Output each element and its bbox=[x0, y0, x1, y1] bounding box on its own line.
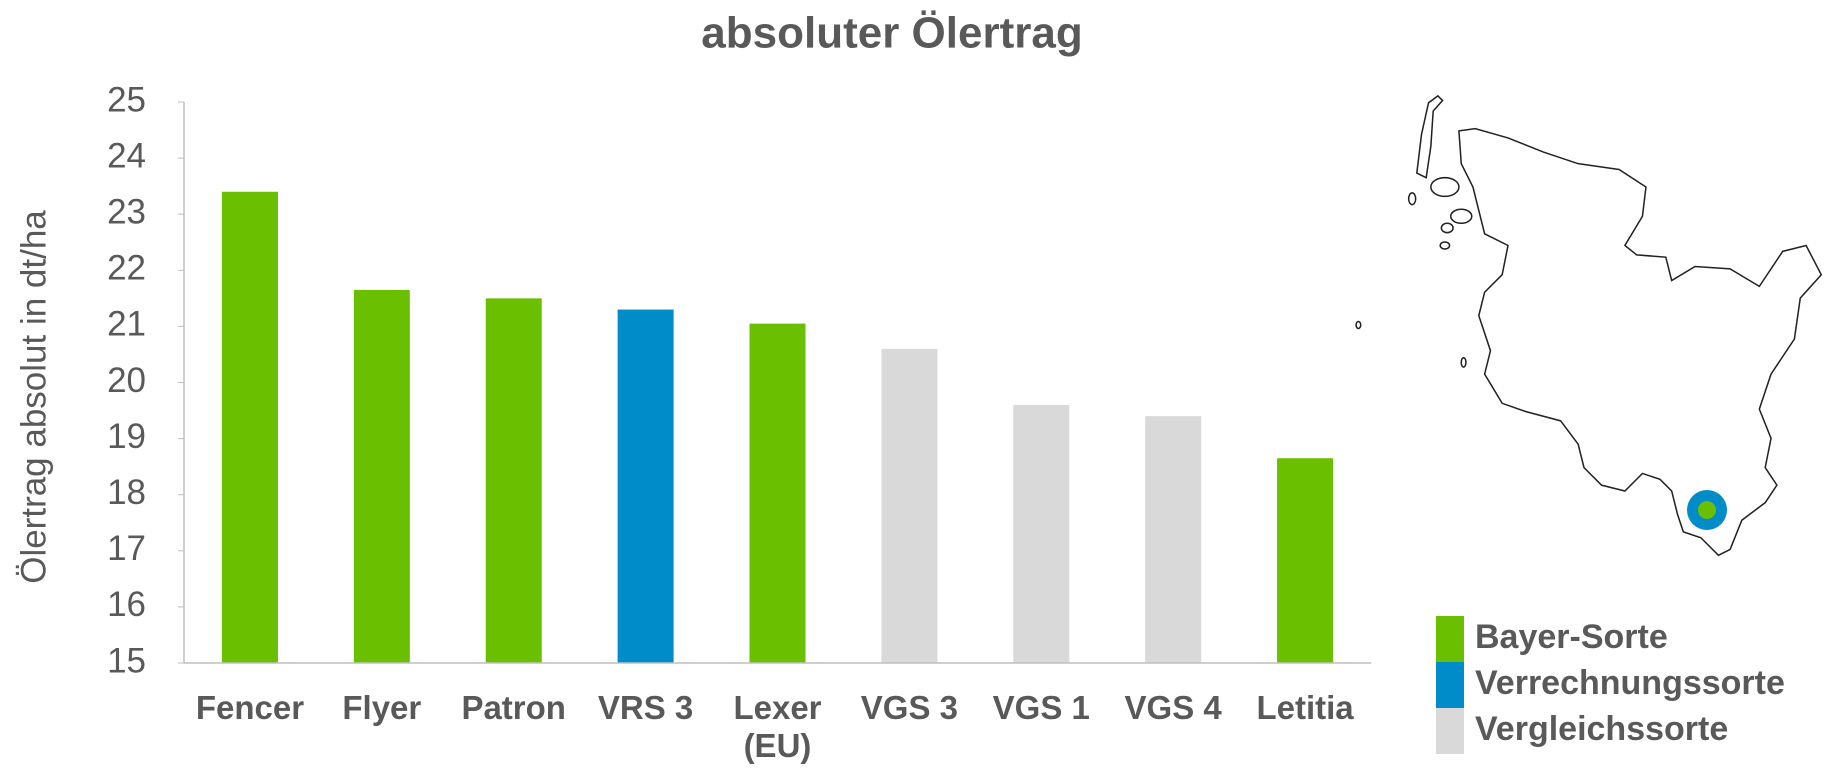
bar bbox=[1145, 416, 1202, 663]
legend-swatch bbox=[1436, 662, 1464, 708]
x-tick-label: Patron bbox=[461, 689, 566, 726]
x-tick-label: Flyer bbox=[342, 689, 422, 726]
x-tick-label: VRS 3 bbox=[597, 689, 694, 726]
legend-label: Vergleichssorte bbox=[1475, 710, 1728, 748]
x-tick-label: VGS 3 bbox=[860, 689, 958, 726]
y-axis-label: Ölertrag absolut in dt/ha bbox=[14, 210, 53, 584]
map-island bbox=[1460, 356, 1467, 368]
x-tick-label: VGS 1 bbox=[992, 689, 1090, 726]
map-island bbox=[1449, 208, 1473, 225]
bar bbox=[485, 298, 542, 663]
x-tick-label: Lexer (EU) bbox=[733, 689, 822, 764]
bar bbox=[749, 323, 806, 663]
y-tick-label: 20 bbox=[107, 361, 146, 400]
bar bbox=[221, 191, 278, 663]
map-island bbox=[1439, 241, 1451, 250]
y-tick-label: 23 bbox=[107, 192, 146, 231]
legend-swatch bbox=[1436, 708, 1464, 754]
bar bbox=[353, 289, 410, 663]
map-island bbox=[1430, 176, 1460, 198]
y-tick-label: 19 bbox=[107, 417, 146, 456]
map-island bbox=[1416, 94, 1444, 179]
map-island bbox=[1407, 192, 1417, 206]
bar bbox=[617, 309, 674, 663]
bar bbox=[1277, 458, 1334, 663]
map bbox=[1355, 94, 1823, 557]
y-tick-label: 17 bbox=[107, 529, 146, 568]
location-marker-center bbox=[1698, 501, 1716, 519]
chart-title: absoluter Ölertrag bbox=[701, 9, 1082, 58]
x-tick-label: Letitia bbox=[1256, 689, 1354, 726]
y-tick-label: 24 bbox=[107, 136, 146, 175]
y-tick-label: 25 bbox=[107, 80, 146, 119]
legend-swatch bbox=[1436, 616, 1464, 662]
x-tick-label: VGS 4 bbox=[1124, 689, 1222, 726]
y-tick-label: 18 bbox=[107, 473, 146, 512]
y-tick-label: 22 bbox=[107, 249, 146, 288]
bar bbox=[881, 348, 938, 663]
y-tick-label: 16 bbox=[107, 585, 146, 624]
legend-label: Bayer-Sorte bbox=[1475, 618, 1668, 656]
map-island bbox=[1355, 320, 1362, 330]
map-outline bbox=[1458, 127, 1823, 557]
map-island bbox=[1440, 222, 1454, 234]
legend-label: Verrechnungssorte bbox=[1475, 664, 1785, 702]
y-tick-label: 15 bbox=[107, 641, 146, 680]
bar bbox=[1013, 404, 1070, 663]
y-tick-label: 21 bbox=[107, 305, 146, 344]
x-tick-label: Fencer bbox=[195, 689, 305, 726]
